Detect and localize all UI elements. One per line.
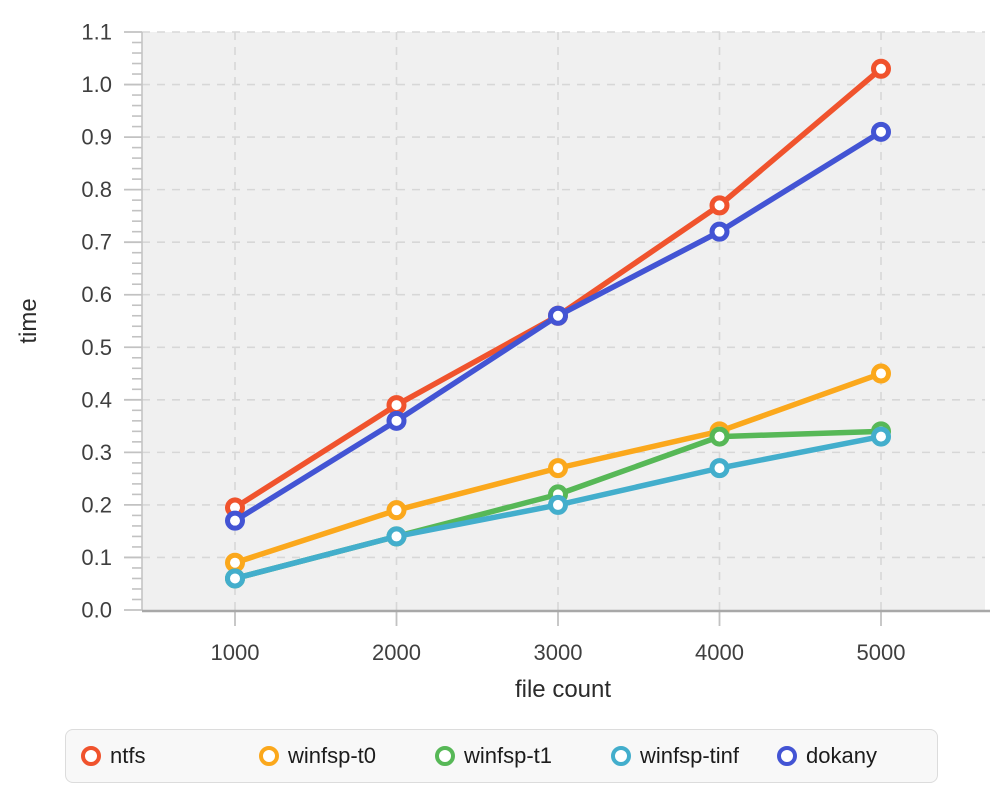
ntfs-marker-icon xyxy=(81,746,101,766)
y-tick-label: 0.1 xyxy=(81,545,112,570)
data-point-winfsp-tinf xyxy=(225,568,245,589)
data-point-winfsp-t0 xyxy=(225,552,245,573)
data-point-dokany xyxy=(709,221,730,242)
data-point-winfsp-tinf xyxy=(709,458,730,479)
legend-label: winfsp-tinf xyxy=(640,743,740,768)
data-point-winfsp-t0 xyxy=(548,458,568,479)
data-point-winfsp-tinf xyxy=(386,526,407,547)
data-point-winfsp-t1 xyxy=(709,426,730,447)
dokany-marker-icon xyxy=(777,746,797,766)
data-point-dokany xyxy=(871,121,891,142)
y-tick-label: 0.9 xyxy=(81,125,112,150)
data-point-dokany xyxy=(225,510,245,531)
data-point-ntfs xyxy=(709,195,730,216)
legend-label: ntfs xyxy=(110,743,146,768)
legend: ntfs winfsp-t0 winfsp-t1 winfsp-tinf dok… xyxy=(65,729,938,783)
y-tick-label: 0.6 xyxy=(81,282,112,307)
x-axis-title: file count xyxy=(515,676,611,703)
data-point-winfsp-t0 xyxy=(871,363,891,384)
data-point-winfsp-tinf xyxy=(871,426,891,447)
data-point-dokany xyxy=(548,305,568,326)
data-point-winfsp-t0 xyxy=(386,500,407,521)
legend-item-winfsp-t0[interactable]: winfsp-t0 xyxy=(259,730,376,782)
data-point-dokany xyxy=(386,410,407,431)
y-tick-label: 0.4 xyxy=(81,387,112,412)
winfsp-t1-marker-icon xyxy=(435,746,455,766)
legend-label: winfsp-t1 xyxy=(464,743,553,768)
y-tick-label: 0.7 xyxy=(81,230,112,255)
x-tick-label: 3000 xyxy=(534,640,583,665)
x-tick-label: 2000 xyxy=(372,640,421,665)
legend-item-dokany[interactable]: dokany xyxy=(777,730,877,782)
y-tick-label: 1.1 xyxy=(81,20,112,45)
legend-item-winfsp-t1[interactable]: winfsp-t1 xyxy=(435,730,552,782)
y-tick-label: 0.8 xyxy=(81,177,112,202)
y-tick-label: 1.0 xyxy=(81,72,112,97)
winfsp-t0-marker-icon xyxy=(259,746,279,766)
y-tick-label: 0.3 xyxy=(81,440,112,465)
y-axis-title: time xyxy=(15,298,42,343)
x-tick-label: 5000 xyxy=(857,640,906,665)
legend-label: dokany xyxy=(806,743,877,768)
x-tick-label: 1000 xyxy=(211,640,260,665)
y-tick-label: 0.2 xyxy=(81,492,112,517)
data-point-ntfs xyxy=(871,58,891,79)
legend-item-ntfs[interactable]: ntfs xyxy=(81,730,145,782)
x-tick-label: 4000 xyxy=(695,640,744,665)
winfsp-tinf-marker-icon xyxy=(611,746,631,766)
legend-item-winfsp-tinf[interactable]: winfsp-tinf xyxy=(611,730,739,782)
legend-label: winfsp-t0 xyxy=(288,743,377,768)
y-tick-label: 0.5 xyxy=(81,335,112,360)
data-point-winfsp-tinf xyxy=(548,494,568,515)
y-tick-label: 0.0 xyxy=(81,598,112,623)
data-point-ntfs xyxy=(386,395,407,416)
